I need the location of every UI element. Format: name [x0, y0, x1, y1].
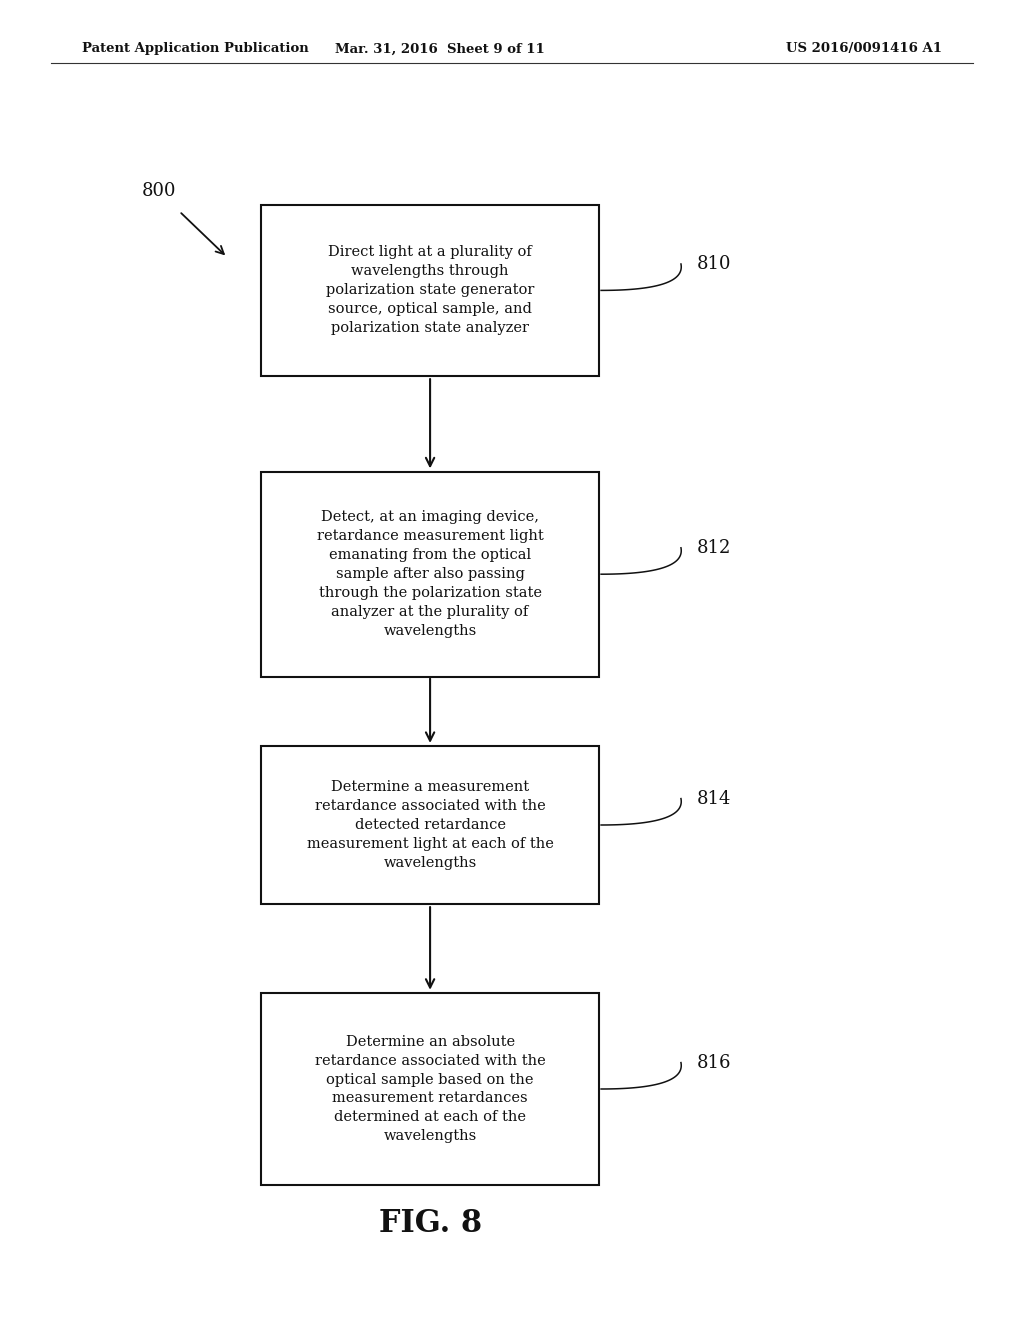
FancyBboxPatch shape: [261, 993, 599, 1185]
FancyBboxPatch shape: [261, 473, 599, 677]
Text: FIG. 8: FIG. 8: [379, 1208, 481, 1239]
Text: 800: 800: [141, 182, 176, 201]
Text: Mar. 31, 2016  Sheet 9 of 11: Mar. 31, 2016 Sheet 9 of 11: [336, 42, 545, 55]
Text: 810: 810: [696, 255, 731, 273]
FancyBboxPatch shape: [261, 746, 599, 904]
Text: 816: 816: [696, 1053, 731, 1072]
Text: Direct light at a plurality of
wavelengths through
polarization state generator
: Direct light at a plurality of wavelengt…: [326, 246, 535, 335]
Text: Detect, at an imaging device,
retardance measurement light
emanating from the op: Detect, at an imaging device, retardance…: [316, 511, 544, 638]
FancyBboxPatch shape: [261, 205, 599, 376]
Text: 812: 812: [696, 539, 731, 557]
Text: Determine an absolute
retardance associated with the
optical sample based on the: Determine an absolute retardance associa…: [314, 1035, 546, 1143]
Text: Patent Application Publication: Patent Application Publication: [82, 42, 308, 55]
Text: Determine a measurement
retardance associated with the
detected retardance
measu: Determine a measurement retardance assoc…: [306, 780, 554, 870]
Text: US 2016/0091416 A1: US 2016/0091416 A1: [786, 42, 942, 55]
Text: 814: 814: [696, 789, 731, 808]
